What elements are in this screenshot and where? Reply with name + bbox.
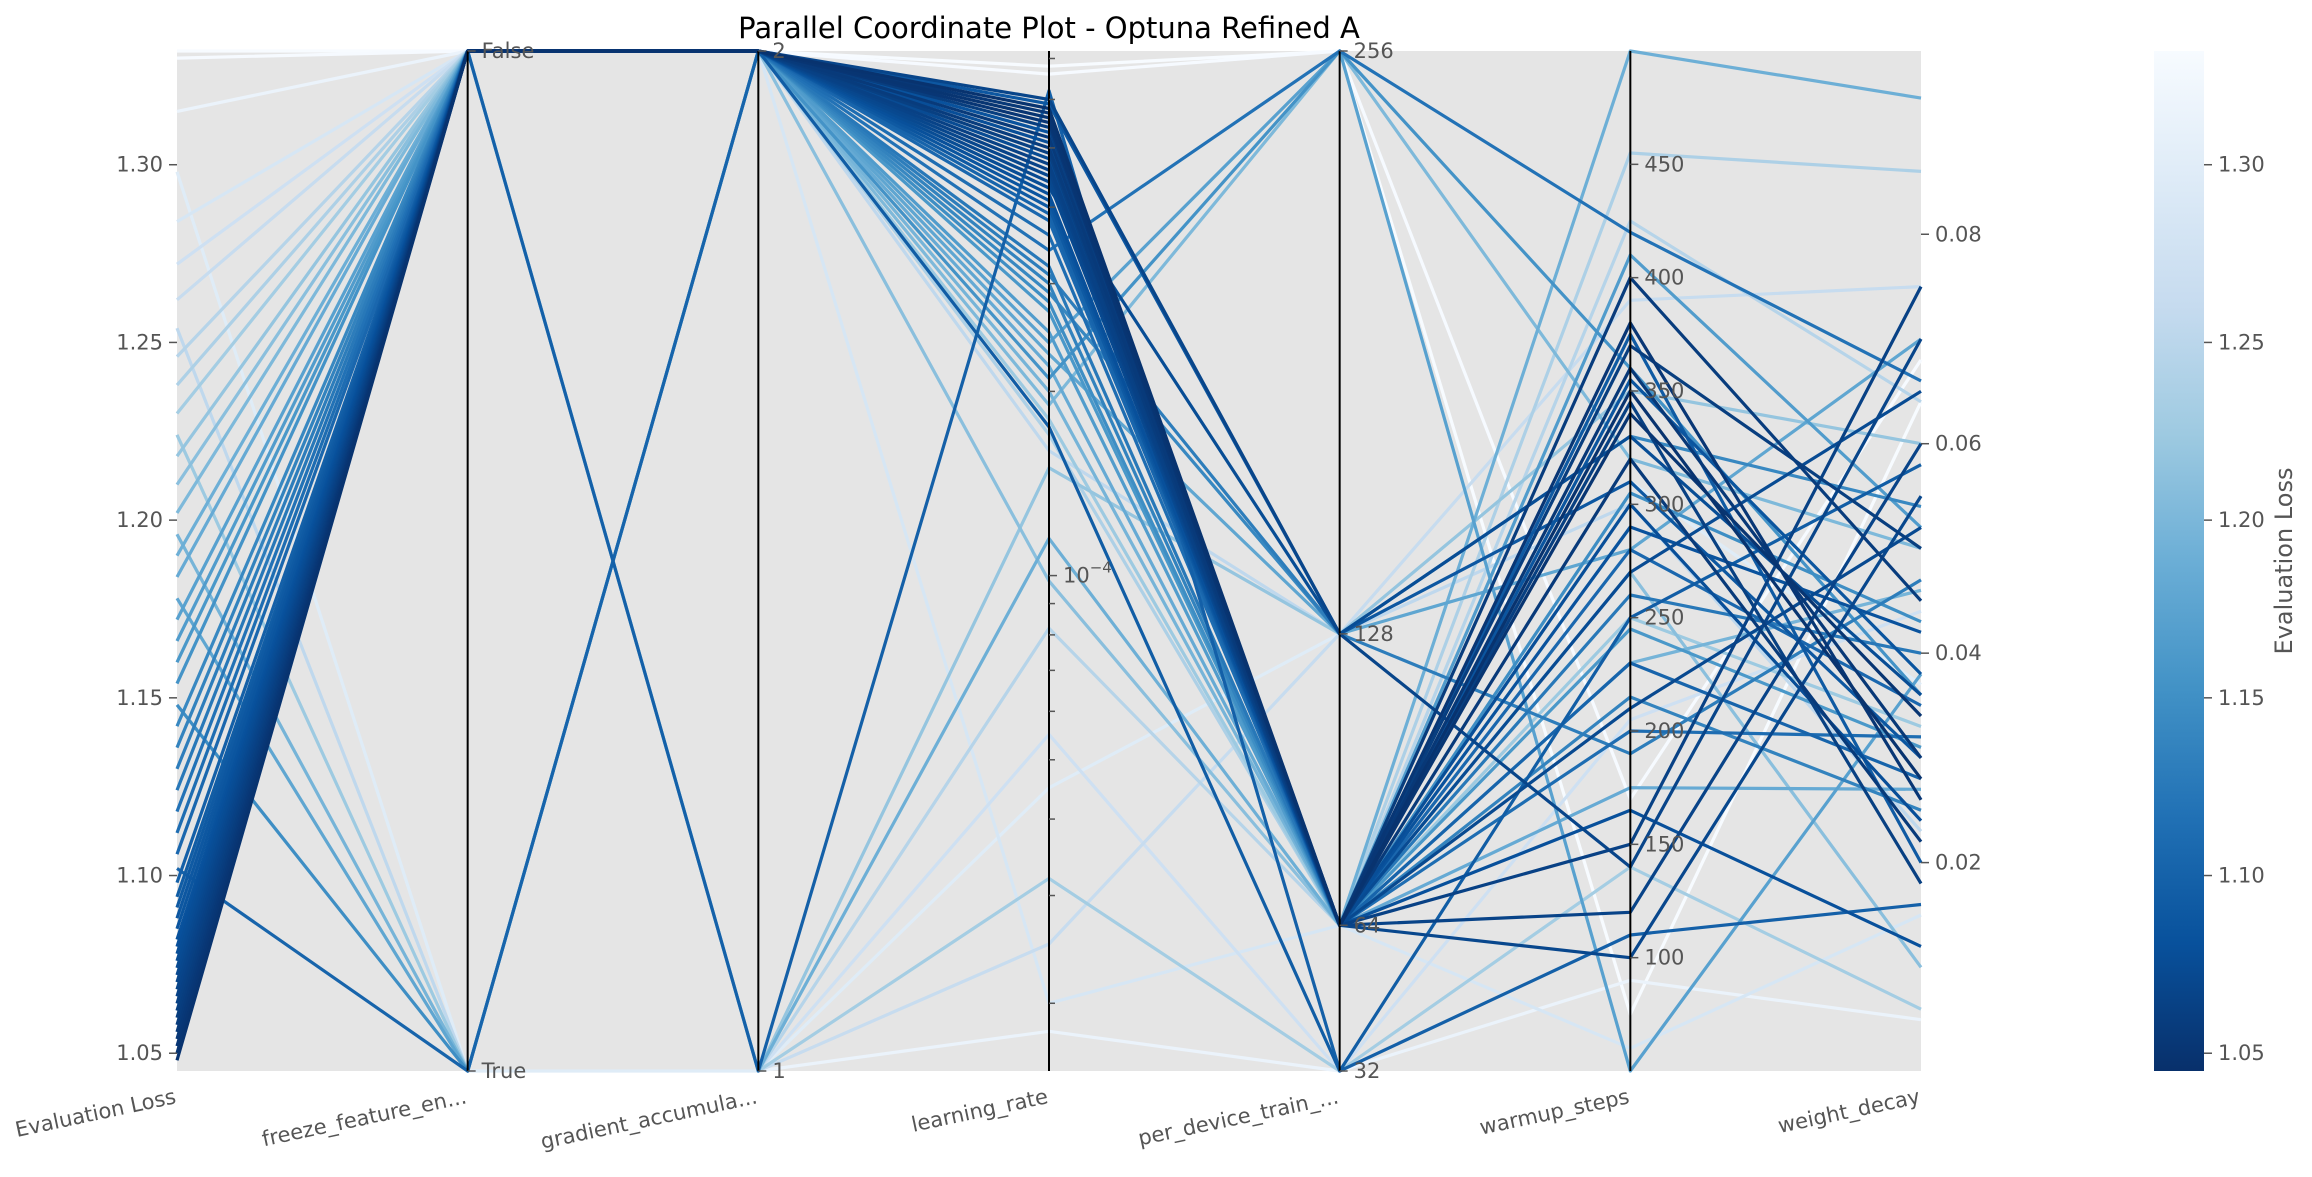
tick-label: 200: [1644, 719, 1684, 743]
tick-label: 350: [1644, 379, 1684, 403]
tick-label: 1.20: [116, 508, 163, 532]
tick-label: 1.25: [116, 330, 163, 354]
tick-label: 250: [1644, 606, 1684, 630]
tick-label-exponent: −4: [1090, 559, 1112, 577]
tick-label: 1.05: [116, 1041, 163, 1065]
tick-label: 2: [772, 39, 785, 63]
chart-title: Parallel Coordinate Plot - Optuna Refine…: [738, 11, 1360, 45]
colorbar-tick-label: 1.25: [2218, 330, 2265, 354]
tick-label: True: [481, 1059, 527, 1083]
tick-label: 400: [1644, 266, 1684, 290]
colorbar-label: Evaluation Loss: [2270, 468, 2298, 655]
tick-label: 150: [1644, 832, 1684, 856]
tick-label: 450: [1644, 152, 1684, 176]
tick-label: 300: [1644, 492, 1684, 516]
tick-label: 64: [1354, 913, 1381, 937]
colorbar: 1.05 1.10 1.15 1.20 1.25 1.30 Evaluation Loss: [2154, 51, 2298, 1071]
colorbar-tick-label: 1.15: [2218, 686, 2265, 710]
tick-label: 256: [1354, 39, 1394, 63]
tick-label: 1.30: [116, 153, 163, 177]
tick-label: 1.15: [116, 686, 163, 710]
tick-label: 0.08: [1935, 222, 1982, 246]
tick-label: 1: [772, 1059, 785, 1083]
colorbar-tick-label: 1.30: [2218, 153, 2265, 177]
tick-label: 1.10: [116, 864, 163, 888]
tick-label: False: [482, 39, 535, 63]
tick-label: 100: [1644, 946, 1684, 970]
tick-label: 0.02: [1935, 851, 1982, 875]
colorbar-tick-label: 1.10: [2218, 864, 2265, 888]
tick-label: 0.04: [1935, 641, 1982, 665]
colorbar-gradient: [2154, 51, 2204, 1071]
tick-label: 0.06: [1935, 432, 1982, 456]
colorbar-tick-label: 1.05: [2218, 1041, 2265, 1065]
tick-label: 32: [1354, 1059, 1381, 1083]
colorbar-tick-label: 1.20: [2218, 508, 2265, 532]
tick-label: 128: [1354, 622, 1394, 646]
